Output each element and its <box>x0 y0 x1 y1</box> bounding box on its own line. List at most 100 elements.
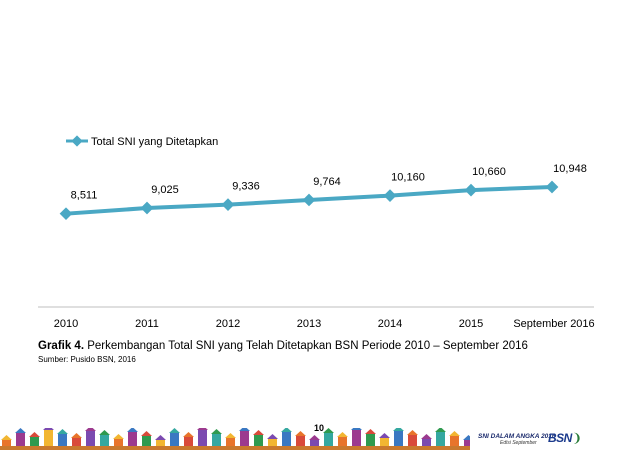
footer-building-shape <box>58 434 67 446</box>
footer-roof-shape <box>225 433 236 438</box>
footer-band <box>0 446 470 450</box>
footer-roof-shape <box>1 435 12 440</box>
footer-building-shape <box>142 436 151 446</box>
footer-building-shape <box>114 439 123 446</box>
x-tick-label: 2014 <box>378 318 402 330</box>
footer-roof-shape <box>393 428 404 431</box>
footer-roof-shape <box>211 429 222 434</box>
footer-roof-shape <box>253 430 264 435</box>
line-chart: Total SNI yang Ditetapkan 8,511 9,025 9,33… <box>38 135 595 330</box>
footer-building-shape <box>128 432 137 446</box>
footer-building-shape <box>44 430 53 446</box>
footer-building-shape <box>198 430 207 446</box>
footer-roof-shape <box>435 428 446 432</box>
footer-building-shape <box>324 433 333 446</box>
footer-building-shape <box>2 440 11 446</box>
data-label: 10,660 <box>472 166 506 178</box>
data-point-september-2016 <box>545 180 559 194</box>
footer-roof-shape <box>155 435 166 440</box>
footer-building-shape <box>282 432 291 446</box>
footer-building-shape <box>436 432 445 446</box>
footer-roof-shape <box>463 435 470 440</box>
data-point-2013 <box>302 193 316 207</box>
footer-roof-shape <box>281 428 292 432</box>
footer-roof-shape <box>421 434 432 439</box>
footer-building-shape <box>366 434 375 446</box>
footer-roof-shape <box>323 428 334 433</box>
footer-building-shape <box>72 438 81 446</box>
data-label: 8,511 <box>71 190 98 202</box>
data-label: 9,764 <box>313 176 341 188</box>
footer-pattern <box>0 428 470 450</box>
footer-roof-shape <box>127 428 138 432</box>
footer-roof-shape <box>379 433 390 438</box>
footer-building-shape <box>86 431 95 446</box>
data-label: 10,948 <box>553 163 587 175</box>
footer-roof-shape <box>309 435 320 440</box>
data-point-2014 <box>383 189 397 202</box>
x-tick-label: September 2016 <box>513 318 594 330</box>
footer-roof-shape <box>239 428 250 431</box>
footer-roof-shape <box>113 434 124 439</box>
data-point-2011 <box>140 201 154 215</box>
footer-roof-shape <box>85 428 96 431</box>
page-number: 10 <box>314 423 325 433</box>
x-tick-label: 2013 <box>297 318 321 330</box>
footer-roof-shape <box>15 428 26 433</box>
footer-roof-shape <box>197 428 208 430</box>
footer-roof-shape <box>43 428 54 430</box>
footer-building-shape <box>254 435 263 446</box>
x-tick-label: 2015 <box>459 318 483 330</box>
footer-building-shape <box>352 430 361 446</box>
footer-title: SNI DALAM ANGKA 2016 <box>478 433 556 440</box>
footer-building-shape <box>338 437 347 446</box>
figure-caption: Grafik 4. Perkembangan Total SNI yang Te… <box>38 340 528 352</box>
footer-roof-shape <box>71 433 82 438</box>
footer-building-shape <box>30 437 39 446</box>
footer-building-shape <box>310 440 319 446</box>
footer-building-shape <box>184 437 193 446</box>
data-point-2015 <box>464 183 478 197</box>
data-label: 9,336 <box>232 181 260 193</box>
footer-building-shape <box>156 440 165 446</box>
footer-building-shape <box>450 436 459 446</box>
footer-roof-shape <box>169 428 180 433</box>
legend-label: Total SNI yang Ditetapkan <box>91 136 218 148</box>
caption-text: Perkembangan Total SNI yang Telah Diteta… <box>84 340 528 352</box>
footer-building-shape <box>422 439 431 446</box>
footer-building-shape <box>394 431 403 446</box>
footer-roof-shape <box>337 432 348 437</box>
footer-building-shape <box>408 435 417 446</box>
footer-roof-shape <box>183 432 194 437</box>
footer-building-shape <box>170 433 179 446</box>
footer-roof-shape <box>449 431 460 436</box>
footer-building-shape <box>100 435 109 446</box>
footer-roof-shape <box>141 431 152 436</box>
caption-label: Grafik 4. <box>38 340 85 352</box>
footer-building-shape <box>226 438 235 446</box>
footer-building-shape <box>464 440 470 446</box>
footer-roof-shape <box>351 428 362 430</box>
data-point-2010 <box>59 207 73 221</box>
data-label: 10,160 <box>391 172 425 184</box>
logo-arc-icon: ❩ <box>571 431 582 445</box>
footer-building-shape <box>380 438 389 446</box>
legend-marker <box>71 135 83 147</box>
footer-roof-shape <box>407 430 418 435</box>
footer-roof-shape <box>295 431 306 436</box>
footer-roof-shape <box>57 429 68 434</box>
footer-building-shape <box>268 439 277 446</box>
footer-building-shape <box>16 433 25 446</box>
figure-source: Sumber: Pusido BSN, 2016 <box>38 355 136 364</box>
footer-roof-shape <box>29 432 40 437</box>
footer-building-shape <box>240 431 249 446</box>
footer-building-shape <box>212 434 221 446</box>
footer-roof-shape <box>365 429 376 434</box>
data-label: 9,025 <box>151 184 179 196</box>
data-point-2012 <box>221 198 235 212</box>
chart-legend: Total SNI yang Ditetapkan <box>66 135 218 148</box>
decorative-footer-border <box>0 428 470 450</box>
footer-roof-shape <box>267 434 278 439</box>
footer-building-shape <box>296 436 305 446</box>
footer-brand: SNI DALAM ANGKA 2016 Edisi September <box>478 433 556 447</box>
